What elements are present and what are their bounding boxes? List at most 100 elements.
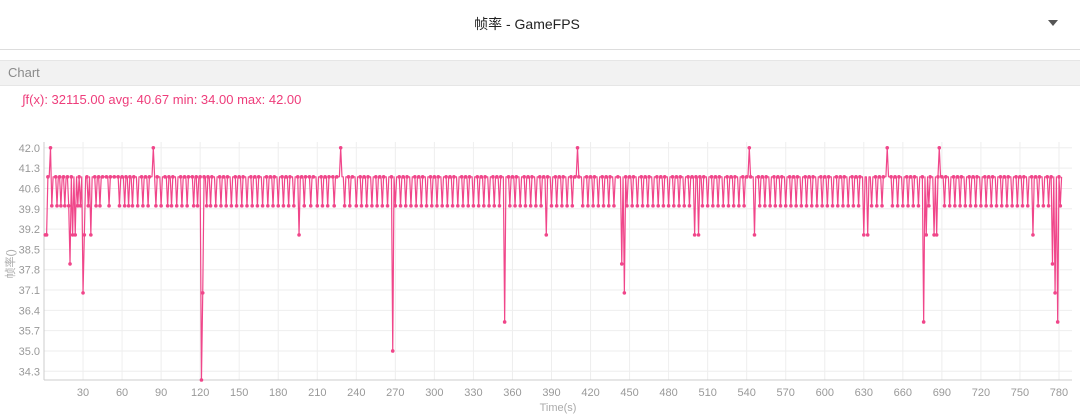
x-tick-label: 90 <box>155 387 167 399</box>
metric-selector-bar[interactable]: 帧率 - GameFPS <box>0 0 1080 50</box>
data-point <box>721 204 726 208</box>
data-point <box>331 175 335 179</box>
data-point <box>687 204 692 208</box>
x-tick-label: 300 <box>425 387 443 399</box>
data-point <box>491 175 495 179</box>
data-point <box>364 204 369 208</box>
data-point <box>936 175 940 179</box>
data-point <box>1055 320 1060 324</box>
data-point <box>445 204 450 208</box>
data-point <box>835 204 840 208</box>
data-point <box>513 204 517 208</box>
data-point <box>569 175 573 179</box>
data-point <box>616 175 620 179</box>
x-tick-label: 330 <box>464 387 482 399</box>
data-point <box>1036 204 1040 208</box>
y-tick-label: 40.6 <box>19 183 40 195</box>
data-point <box>1046 204 1051 208</box>
data-point <box>825 204 830 208</box>
data-point <box>942 204 947 208</box>
data-point <box>973 204 978 208</box>
data-point <box>553 175 558 179</box>
data-point <box>280 175 284 179</box>
data-point <box>514 175 519 179</box>
data-point <box>284 175 288 179</box>
data-point <box>763 204 767 208</box>
data-point <box>601 204 606 208</box>
data-point <box>885 146 890 150</box>
data-point <box>467 175 472 179</box>
data-point <box>570 204 575 208</box>
data-point <box>1050 262 1055 266</box>
data-point <box>674 175 679 179</box>
data-point <box>740 175 745 179</box>
data-point <box>694 175 698 179</box>
data-point <box>303 175 308 179</box>
data-point <box>286 204 291 208</box>
data-point <box>116 175 120 179</box>
data-point <box>264 175 269 179</box>
data-point <box>358 175 363 179</box>
data-point <box>803 175 808 179</box>
data-point <box>560 204 564 208</box>
data-point <box>951 175 956 179</box>
data-point <box>717 175 722 179</box>
data-point <box>53 175 58 179</box>
data-point <box>783 204 788 208</box>
y-tick-label: 41.3 <box>19 163 40 175</box>
data-point <box>381 175 386 179</box>
data-point <box>928 175 932 179</box>
data-point <box>224 204 228 208</box>
data-point <box>199 378 204 382</box>
metric-title: 帧率 - GameFPS <box>474 16 580 32</box>
data-point <box>662 175 667 179</box>
data-point <box>346 175 351 179</box>
data-point <box>752 233 757 237</box>
data-point <box>834 175 839 179</box>
data-point <box>154 204 158 208</box>
data-point <box>147 175 152 179</box>
data-point <box>276 204 281 208</box>
data-point <box>393 204 398 208</box>
x-tick-label: 240 <box>347 387 365 399</box>
data-point <box>682 204 687 208</box>
data-point <box>554 204 559 208</box>
data-point <box>44 233 49 237</box>
x-tick-label: 510 <box>698 387 716 399</box>
data-point <box>1014 175 1018 179</box>
data-point <box>729 175 733 179</box>
data-point <box>370 204 374 208</box>
data-point <box>916 204 921 208</box>
data-point <box>448 175 452 179</box>
x-tick-label: 750 <box>1011 387 1029 399</box>
data-point <box>98 204 102 208</box>
data-point <box>237 175 241 179</box>
data-point <box>440 204 444 208</box>
data-point <box>659 175 663 179</box>
dropdown-arrow-icon[interactable] <box>1048 20 1058 26</box>
data-point <box>963 204 968 208</box>
data-point <box>623 175 628 179</box>
data-point <box>588 175 593 179</box>
data-point <box>297 233 301 237</box>
x-tick-label: 720 <box>972 387 990 399</box>
data-point <box>77 175 81 179</box>
y-tick-label: 39.2 <box>19 224 40 236</box>
data-point <box>178 175 183 179</box>
data-point <box>692 233 697 237</box>
data-point <box>856 204 861 208</box>
data-point <box>250 204 254 208</box>
y-tick-label: 35.0 <box>19 346 40 358</box>
x-tick-label: 570 <box>777 387 795 399</box>
x-tick-label: 780 <box>1050 387 1068 399</box>
data-point <box>419 204 424 208</box>
data-point <box>701 175 706 179</box>
data-point <box>561 175 566 179</box>
data-point <box>1015 204 1020 208</box>
data-point <box>221 175 226 179</box>
data-point <box>508 204 512 208</box>
data-point <box>128 175 132 179</box>
data-point <box>811 175 815 179</box>
data-point <box>869 204 874 208</box>
data-point <box>959 175 964 179</box>
